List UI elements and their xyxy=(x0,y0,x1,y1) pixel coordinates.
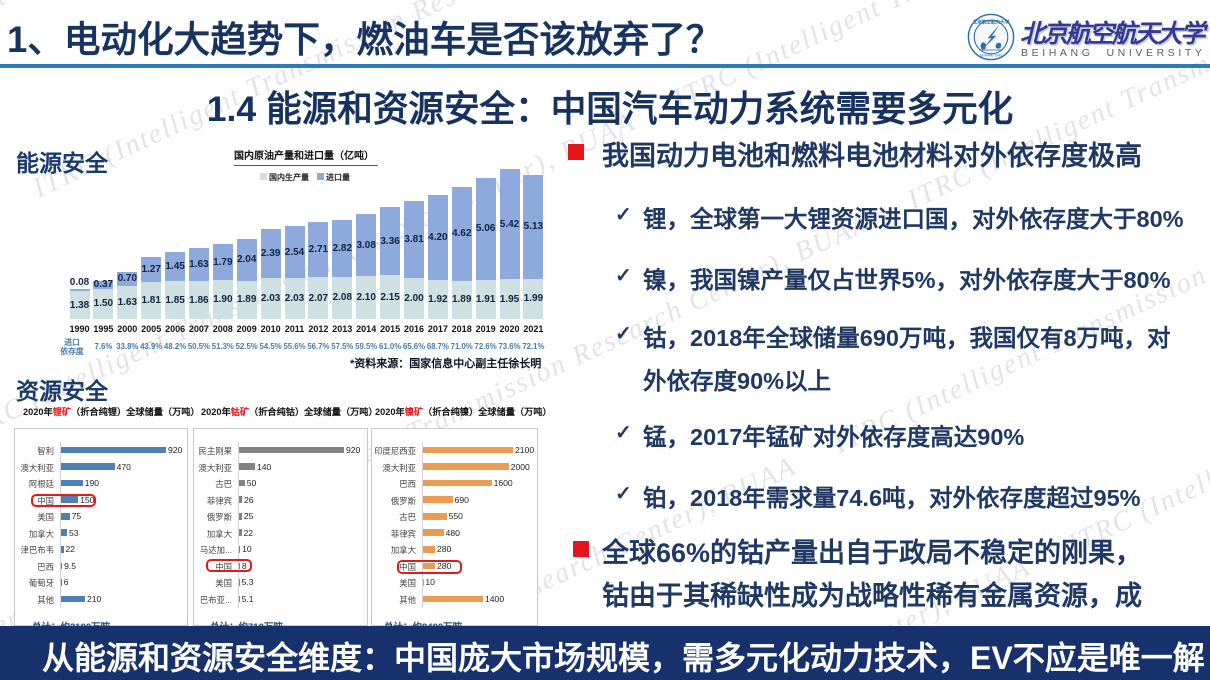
svg-text:北京航空航天大学: 北京航空航天大学 xyxy=(973,19,1010,26)
svg-text:BEIHANG UNIV: BEIHANG UNIV xyxy=(980,54,1004,58)
